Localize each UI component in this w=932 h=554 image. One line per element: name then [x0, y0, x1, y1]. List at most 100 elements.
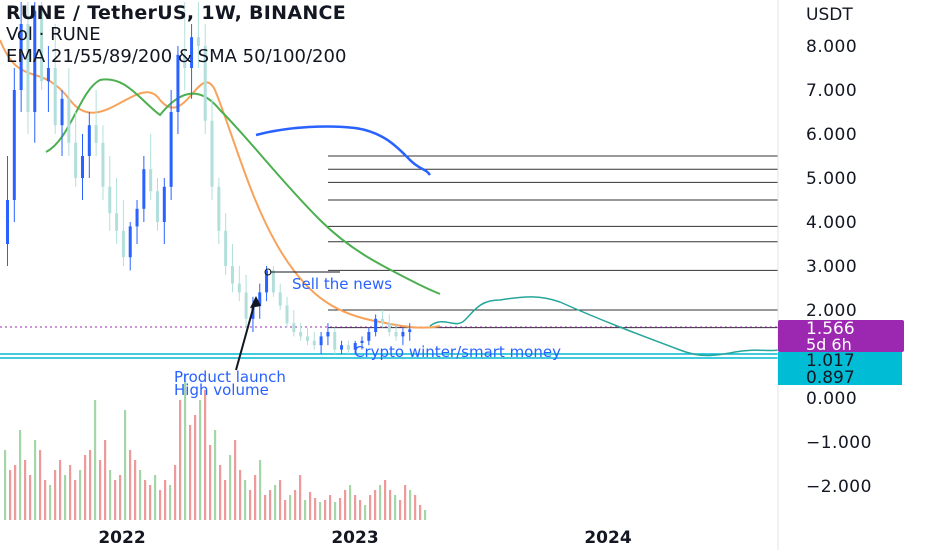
candle-body — [149, 169, 153, 192]
volume-bar — [74, 480, 77, 520]
candle-body — [340, 345, 344, 350]
candle-body — [190, 37, 194, 68]
candle-body — [169, 112, 173, 187]
candle-body — [12, 90, 16, 200]
volume-bar — [219, 465, 222, 520]
volume-bar — [79, 470, 82, 520]
candle-body — [128, 226, 132, 258]
volume-bar — [94, 400, 97, 520]
volume-bar — [324, 500, 327, 520]
candle-body — [26, 24, 30, 112]
candle-body — [203, 46, 207, 121]
volume-bar — [4, 450, 7, 520]
volume-bar — [284, 500, 287, 520]
y-tick-label: 4.000 — [806, 213, 857, 233]
volume-bar — [29, 475, 32, 520]
candle-body — [33, 10, 37, 112]
candle-body — [292, 323, 296, 332]
bar-countdown: 5d 6h — [806, 335, 852, 354]
volume-bar — [59, 460, 62, 520]
volume-bar — [279, 480, 282, 520]
volume-bar — [24, 460, 27, 520]
volume-bar — [264, 495, 267, 520]
annotations-layer: Sell the news Crypto winter/smart money Pr… — [174, 268, 561, 399]
candle-body — [53, 68, 57, 126]
volume-bar — [99, 460, 102, 520]
volume-bar — [149, 485, 152, 520]
x-tick-label: 2022 — [98, 528, 145, 548]
candle-body — [94, 125, 98, 143]
y-axis-unit: USDT — [806, 5, 853, 25]
candle-body — [80, 156, 84, 178]
volume-bar — [329, 495, 332, 520]
candle-body — [67, 98, 71, 143]
volume-layer — [4, 375, 427, 520]
candle-body — [155, 191, 159, 222]
volume-bar — [204, 390, 207, 520]
volume-bar — [374, 490, 377, 520]
volume-bar — [119, 475, 122, 520]
candle-body — [183, 54, 187, 68]
volume-bar — [409, 490, 412, 520]
candle-body — [305, 336, 309, 341]
volume-bar — [64, 475, 67, 520]
volume-bar — [269, 490, 272, 520]
support-upper-label: 1.017 — [806, 351, 855, 371]
volume-bar — [104, 440, 107, 520]
volume-bar — [249, 490, 252, 520]
volume-bar — [424, 510, 427, 520]
candle-body — [333, 332, 337, 350]
candle-body — [387, 323, 391, 332]
volume-bar — [69, 465, 72, 520]
support-lower-label: 0.897 — [806, 368, 855, 388]
volume-bar — [109, 470, 112, 520]
y-tick-label: 0.000 — [806, 389, 857, 409]
axis-layer: USDT 8.000 7.000 6.000 5.000 4.000 3.000 2.000 0… — [98, 0, 904, 550]
volume-bar — [164, 480, 167, 520]
candle-body — [121, 230, 125, 258]
candle-body — [258, 292, 262, 306]
y-tick-label: 8.000 — [806, 37, 857, 57]
product-launch-arrow — [235, 297, 257, 371]
volume-bar — [299, 475, 302, 520]
volume-bar — [369, 495, 372, 520]
volume-bar — [49, 485, 52, 520]
volume-bar — [319, 502, 322, 520]
candle-body — [40, 10, 44, 82]
volume-bar — [384, 480, 387, 520]
candle-body — [74, 142, 78, 178]
candle-body — [312, 340, 316, 346]
volume-bar — [179, 400, 182, 520]
volume-bar — [134, 460, 137, 520]
volume-bar — [114, 480, 117, 520]
candle-body — [285, 305, 289, 324]
volume-bar — [419, 505, 422, 520]
x-tick-label: 2023 — [331, 528, 378, 548]
volume-bar — [389, 490, 392, 520]
symbol-title[interactable]: RUNE / TetherUS, 1W, BINANCE — [6, 2, 347, 24]
y-tick-label: −1.000 — [806, 433, 872, 453]
volume-bar — [174, 465, 177, 520]
candle-body — [196, 37, 200, 46]
candle-body — [299, 332, 303, 337]
x-tick-label: 2024 — [584, 528, 631, 548]
ema-sma-indicator-label[interactable]: EMA 21/55/89/200 & SMA 50/100/200 — [6, 46, 347, 67]
volume-bar — [184, 375, 187, 520]
volume-indicator-label[interactable]: Vol · RUNE — [6, 24, 101, 45]
candle-body — [108, 186, 112, 214]
candle-body — [244, 292, 248, 319]
candle-body — [230, 266, 234, 284]
candle-body — [278, 292, 282, 306]
candle-body — [6, 200, 9, 244]
candle-body — [265, 270, 269, 293]
volume-bar — [129, 450, 132, 520]
volume-bar — [414, 495, 417, 520]
candle-body — [319, 336, 323, 346]
volume-bar — [139, 470, 142, 520]
y-tick-label: 6.000 — [806, 125, 857, 145]
volume-bar — [124, 410, 127, 520]
support-lower-label-box — [778, 368, 902, 385]
volume-bar — [349, 485, 352, 520]
